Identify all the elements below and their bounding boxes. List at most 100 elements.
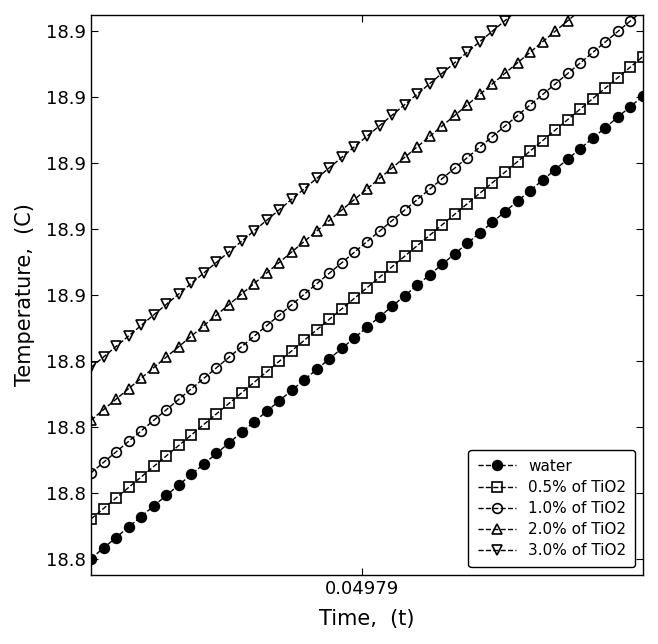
3.0% of TiO2 [426, 80, 434, 88]
0.5% of TiO2 [451, 211, 459, 218]
water [175, 481, 183, 489]
3.0% of TiO2 [363, 133, 371, 140]
1.0% of TiO2 [225, 354, 233, 361]
1.0% of TiO2 [200, 374, 208, 382]
3.0% of TiO2 [413, 90, 421, 98]
water [589, 134, 597, 142]
2.0% of TiO2 [99, 406, 107, 413]
1.0% of TiO2 [263, 322, 270, 330]
water [413, 281, 421, 289]
0.5% of TiO2 [476, 189, 484, 197]
water [138, 513, 145, 520]
3.0% of TiO2 [87, 364, 95, 372]
2.0% of TiO2 [463, 101, 471, 109]
3.0% of TiO2 [175, 290, 183, 298]
water [163, 491, 170, 499]
water [238, 428, 245, 436]
water [363, 323, 371, 331]
0.5% of TiO2 [539, 137, 547, 144]
0.5% of TiO2 [263, 368, 270, 375]
2.0% of TiO2 [225, 301, 233, 308]
1.0% of TiO2 [626, 17, 634, 24]
1.0% of TiO2 [388, 217, 396, 225]
2.0% of TiO2 [150, 364, 158, 372]
water [188, 471, 195, 478]
water [639, 92, 647, 100]
2.0% of TiO2 [501, 70, 509, 77]
water [601, 124, 609, 131]
water [488, 218, 496, 226]
water [551, 166, 559, 173]
0.5% of TiO2 [338, 305, 346, 312]
3.0% of TiO2 [401, 101, 409, 109]
Y-axis label: Temperature,  (C): Temperature, (C) [15, 204, 35, 386]
0.5% of TiO2 [363, 284, 371, 292]
0.5% of TiO2 [150, 462, 158, 470]
3.0% of TiO2 [488, 27, 496, 35]
2.0% of TiO2 [138, 374, 145, 382]
0.5% of TiO2 [576, 105, 584, 113]
0.5% of TiO2 [99, 505, 107, 513]
0.5% of TiO2 [225, 399, 233, 407]
water [213, 450, 220, 457]
1.0% of TiO2 [463, 154, 471, 162]
3.0% of TiO2 [526, 0, 534, 3]
3.0% of TiO2 [263, 216, 270, 224]
0.5% of TiO2 [564, 116, 572, 124]
1.0% of TiO2 [451, 164, 459, 172]
1.0% of TiO2 [275, 311, 283, 319]
0.5% of TiO2 [601, 84, 609, 92]
water [463, 240, 471, 247]
1.0% of TiO2 [376, 227, 384, 235]
3.0% of TiO2 [313, 175, 320, 182]
3.0% of TiO2 [376, 122, 384, 129]
1.0% of TiO2 [150, 417, 158, 424]
3.0% of TiO2 [188, 279, 195, 287]
0.5% of TiO2 [413, 242, 421, 250]
1.0% of TiO2 [288, 301, 295, 308]
1.0% of TiO2 [401, 206, 409, 214]
0.5% of TiO2 [488, 179, 496, 187]
2.0% of TiO2 [300, 238, 308, 245]
X-axis label: Time,  (t): Time, (t) [319, 609, 415, 629]
water [401, 292, 409, 299]
3.0% of TiO2 [463, 48, 471, 56]
1.0% of TiO2 [551, 80, 559, 88]
2.0% of TiO2 [589, 0, 597, 4]
3.0% of TiO2 [351, 143, 359, 151]
3.0% of TiO2 [275, 206, 283, 214]
3.0% of TiO2 [200, 269, 208, 277]
0.5% of TiO2 [313, 326, 320, 334]
1.0% of TiO2 [124, 437, 132, 445]
2.0% of TiO2 [263, 269, 270, 277]
1.0% of TiO2 [564, 70, 572, 77]
water [514, 197, 522, 205]
1.0% of TiO2 [589, 48, 597, 56]
2.0% of TiO2 [576, 6, 584, 14]
0.5% of TiO2 [388, 263, 396, 270]
1.0% of TiO2 [213, 364, 220, 372]
0.5% of TiO2 [401, 252, 409, 260]
2.0% of TiO2 [388, 164, 396, 172]
1.0% of TiO2 [138, 427, 145, 435]
1.0% of TiO2 [188, 385, 195, 393]
water [564, 155, 572, 163]
3.0% of TiO2 [124, 332, 132, 340]
1.0% of TiO2 [250, 332, 258, 340]
1.0% of TiO2 [99, 459, 107, 466]
Line: 2.0% of TiO2: 2.0% of TiO2 [86, 0, 648, 425]
0.5% of TiO2 [614, 73, 622, 81]
2.0% of TiO2 [564, 17, 572, 24]
water [438, 260, 446, 268]
water [225, 439, 233, 447]
2.0% of TiO2 [338, 206, 346, 214]
1.0% of TiO2 [526, 101, 534, 109]
1.0% of TiO2 [476, 143, 484, 151]
3.0% of TiO2 [451, 59, 459, 66]
3.0% of TiO2 [213, 258, 220, 266]
2.0% of TiO2 [313, 227, 320, 235]
water [150, 502, 158, 510]
2.0% of TiO2 [163, 354, 170, 361]
1.0% of TiO2 [87, 469, 95, 477]
1.0% of TiO2 [539, 91, 547, 99]
